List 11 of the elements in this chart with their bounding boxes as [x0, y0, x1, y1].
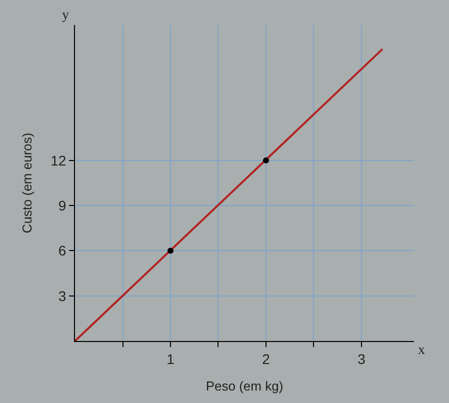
x-tick-label: 2: [262, 350, 270, 367]
y-tick-label: 9: [58, 197, 66, 214]
y-tick-label: 6: [58, 242, 66, 259]
x-axis-title: Peso (em kg): [206, 378, 284, 394]
text: y: [62, 8, 69, 23]
x-tick-label: 3: [358, 350, 366, 367]
y-tick-label: 3: [58, 288, 66, 304]
text: x: [418, 343, 425, 358]
y-tick-label: 12: [50, 152, 66, 168]
x-tick-label: 1: [166, 350, 175, 367]
y-axis-title: Custo (em euros): [20, 132, 35, 234]
